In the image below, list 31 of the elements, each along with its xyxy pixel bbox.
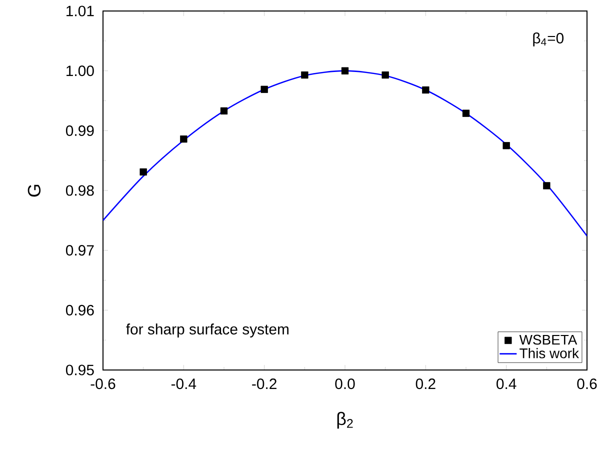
x-tick-label: 0.2 <box>416 378 436 390</box>
point <box>180 135 188 143</box>
point <box>543 182 550 190</box>
legend-label: This work <box>520 348 579 358</box>
y-tick-label: 0.97 <box>66 245 94 256</box>
point <box>422 86 430 94</box>
annotation: β$_{4}$=0 <box>533 32 564 46</box>
y-tick-label: 0.96 <box>66 304 94 316</box>
x-tick-label: -0.4 <box>171 378 196 390</box>
y-tick-label: 0.95 <box>66 364 94 376</box>
point <box>260 86 268 93</box>
annotation: for sharp surface system <box>126 324 288 338</box>
legend-label: WSBETA <box>519 334 578 345</box>
x-tick-label: 0.0 <box>335 378 355 390</box>
point <box>462 110 470 117</box>
y-tick-label: 1.01 <box>66 6 94 16</box>
point <box>502 142 510 150</box>
point <box>341 67 349 74</box>
y-axis-title: G <box>28 184 41 197</box>
point <box>140 168 147 176</box>
x-tick-label: -0.2 <box>252 378 276 390</box>
y-tick-label: 0.99 <box>66 125 94 136</box>
x-tick-label: 0.6 <box>577 378 597 390</box>
point <box>382 71 389 79</box>
y-tick-label: 0.98 <box>66 185 94 196</box>
x-axis-title: β$_{2}$ <box>337 412 353 429</box>
y-tick-label: 1.00 <box>66 66 94 76</box>
point <box>301 71 308 79</box>
point <box>220 107 228 115</box>
x-tick-label: 0.4 <box>496 378 516 390</box>
x-tick-label: -0.6 <box>90 378 116 390</box>
